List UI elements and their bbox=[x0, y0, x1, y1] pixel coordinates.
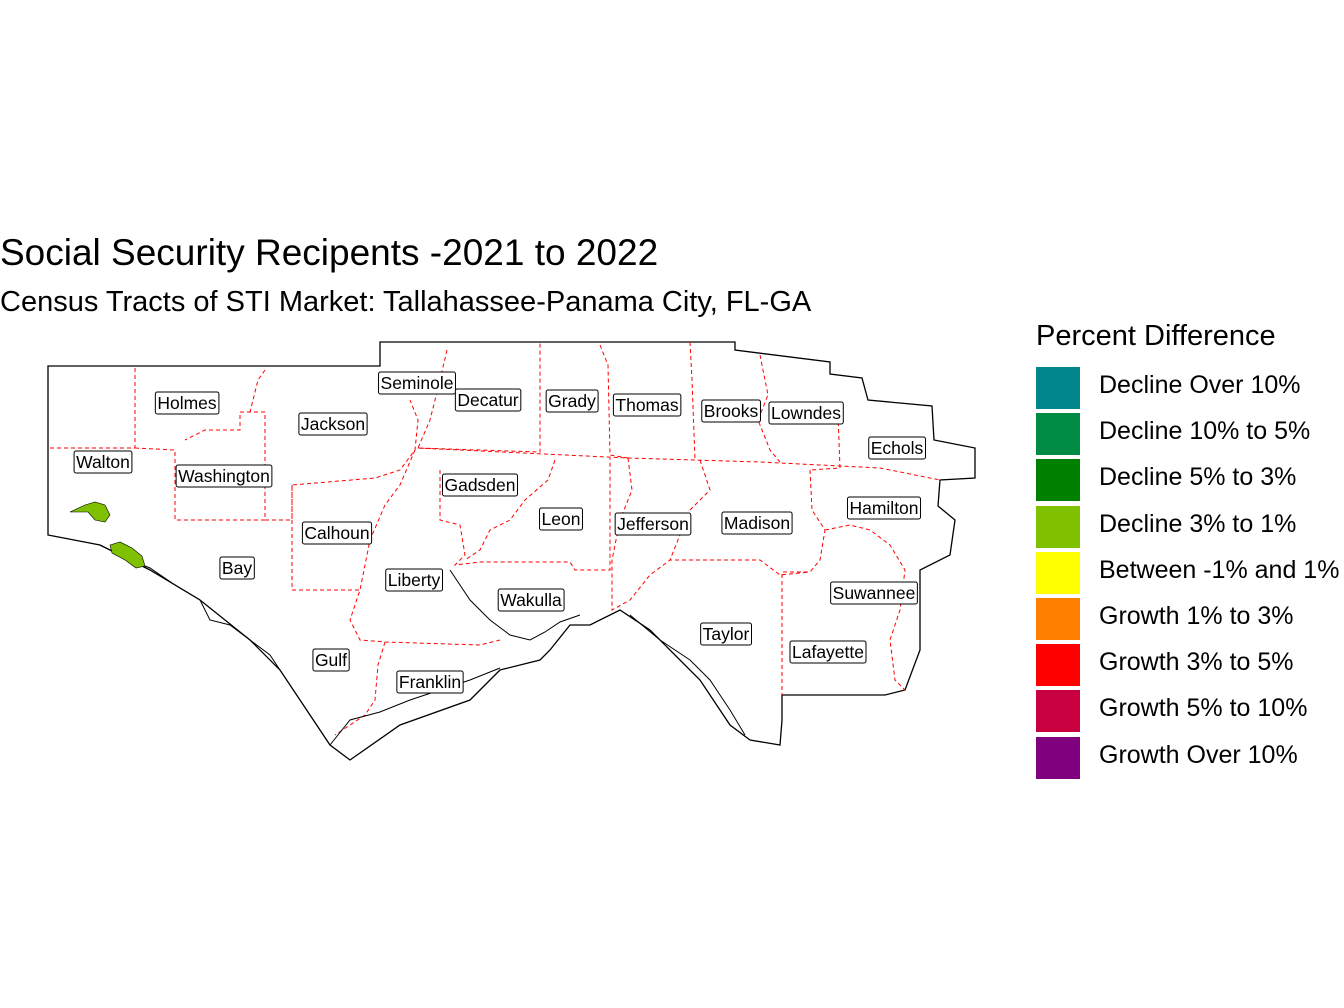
legend-swatch bbox=[1036, 736, 1080, 779]
legend-item: Growth 3% to 5% bbox=[1036, 642, 1344, 688]
map-subtitle: Census Tracts of STI Market: Tallahassee… bbox=[0, 286, 812, 318]
legend-item: Growth Over 10% bbox=[1036, 735, 1344, 781]
svg-text:Echols: Echols bbox=[871, 438, 924, 458]
county-label-echols: Echols bbox=[868, 436, 927, 460]
county-label-taylor: Taylor bbox=[700, 622, 753, 646]
svg-text:Washington: Washington bbox=[178, 466, 270, 486]
county-label-calhoun: Calhoun bbox=[301, 521, 373, 545]
legend-label: Decline 10% to 5% bbox=[1099, 417, 1311, 446]
county-label-jefferson: Jefferson bbox=[614, 512, 692, 536]
county-label-thomas: Thomas bbox=[612, 393, 682, 417]
legend-item: Growth 1% to 3% bbox=[1036, 596, 1344, 642]
county-label-wakulla: Wakulla bbox=[497, 588, 565, 612]
legend-swatch bbox=[1036, 644, 1080, 687]
svg-text:Taylor: Taylor bbox=[703, 624, 750, 644]
county-label-franklin: Franklin bbox=[396, 670, 464, 694]
legend-title: Percent Difference bbox=[1036, 320, 1276, 352]
svg-text:Brooks: Brooks bbox=[704, 401, 759, 421]
county-label-lowndes: Lowndes bbox=[768, 401, 844, 425]
legend-item: Decline 10% to 5% bbox=[1036, 411, 1344, 457]
legend-swatch bbox=[1036, 459, 1080, 502]
svg-text:Wakulla: Wakulla bbox=[500, 590, 562, 610]
county-label-gadsden: Gadsden bbox=[441, 473, 519, 497]
legend-swatch bbox=[1036, 551, 1080, 594]
tract-highlight-walton bbox=[69, 501, 111, 523]
svg-text:Jackson: Jackson bbox=[301, 414, 365, 434]
county-label-bay: Bay bbox=[219, 556, 255, 580]
svg-text:Suwannee: Suwannee bbox=[833, 583, 916, 603]
county-label-seminole: Seminole bbox=[378, 371, 456, 395]
county-label-lafayette: Lafayette bbox=[789, 640, 867, 664]
legend-swatch bbox=[1036, 367, 1080, 409]
legend-label: Growth 5% to 10% bbox=[1099, 694, 1308, 723]
county-label-grady: Grady bbox=[545, 389, 599, 413]
svg-text:Lowndes: Lowndes bbox=[771, 403, 841, 423]
legend-label: Growth 1% to 3% bbox=[1099, 601, 1294, 630]
county-label-jackson: Jackson bbox=[298, 412, 368, 436]
svg-text:Seminole: Seminole bbox=[381, 373, 454, 393]
legend-item: Decline 5% to 3% bbox=[1036, 457, 1344, 503]
county-label-madison: Madison bbox=[721, 511, 793, 535]
svg-text:Franklin: Franklin bbox=[399, 672, 461, 692]
legend-label: Decline Over 10% bbox=[1099, 371, 1301, 399]
svg-text:Bay: Bay bbox=[222, 558, 252, 578]
svg-text:Liberty: Liberty bbox=[388, 570, 441, 590]
county-label-hamilton: Hamilton bbox=[846, 496, 922, 520]
legend-label: Decline 3% to 1% bbox=[1099, 509, 1297, 538]
county-label-washington: Washington bbox=[175, 464, 273, 488]
legend-item: Decline 3% to 1% bbox=[1036, 504, 1344, 550]
legend-swatch bbox=[1036, 413, 1080, 456]
svg-text:Hamilton: Hamilton bbox=[849, 498, 918, 518]
svg-text:Thomas: Thomas bbox=[615, 395, 678, 415]
svg-text:Walton: Walton bbox=[76, 452, 130, 472]
svg-text:Lafayette: Lafayette bbox=[792, 642, 864, 662]
svg-text:Madison: Madison bbox=[724, 513, 790, 533]
county-label-liberty: Liberty bbox=[385, 568, 444, 592]
county-label-holmes: Holmes bbox=[154, 391, 220, 415]
legend-label: Between -1% and 1% bbox=[1099, 555, 1340, 584]
legend: Percent Difference Decline Over 10% Decli… bbox=[1036, 320, 1344, 781]
county-label-leon: Leon bbox=[539, 507, 583, 531]
svg-text:Gadsden: Gadsden bbox=[444, 475, 515, 495]
legend-item: Between -1% and 1% bbox=[1036, 550, 1344, 596]
svg-text:Calhoun: Calhoun bbox=[304, 523, 369, 543]
svg-text:Leon: Leon bbox=[542, 509, 581, 529]
legend-label: Decline 5% to 3% bbox=[1099, 463, 1297, 492]
svg-text:Grady: Grady bbox=[548, 391, 596, 411]
legend-item: Growth 5% to 10% bbox=[1036, 688, 1344, 734]
svg-text:Decatur: Decatur bbox=[457, 390, 518, 410]
legend-swatch bbox=[1036, 690, 1080, 733]
svg-text:Jefferson: Jefferson bbox=[617, 514, 689, 534]
county-boundaries bbox=[48, 341, 941, 736]
legend-item: Decline Over 10% bbox=[1036, 365, 1344, 411]
county-label-suwannee: Suwannee bbox=[830, 581, 918, 605]
legend-label: Growth 3% to 5% bbox=[1099, 648, 1294, 677]
legend-swatch bbox=[1036, 597, 1080, 640]
legend-label: Growth Over 10% bbox=[1099, 740, 1298, 769]
county-label-decatur: Decatur bbox=[454, 388, 522, 412]
county-label-walton: Walton bbox=[73, 450, 133, 474]
svg-text:Gulf: Gulf bbox=[315, 650, 347, 670]
map-title: Social Security Recipents -2021 to 2022 bbox=[0, 232, 659, 273]
legend-swatch bbox=[1036, 505, 1080, 548]
market-outline bbox=[47, 341, 976, 761]
county-label-brooks: Brooks bbox=[701, 399, 761, 423]
tract-highlight-bay bbox=[109, 541, 146, 569]
county-label-gulf: Gulf bbox=[312, 648, 350, 672]
svg-text:Holmes: Holmes bbox=[157, 393, 217, 413]
